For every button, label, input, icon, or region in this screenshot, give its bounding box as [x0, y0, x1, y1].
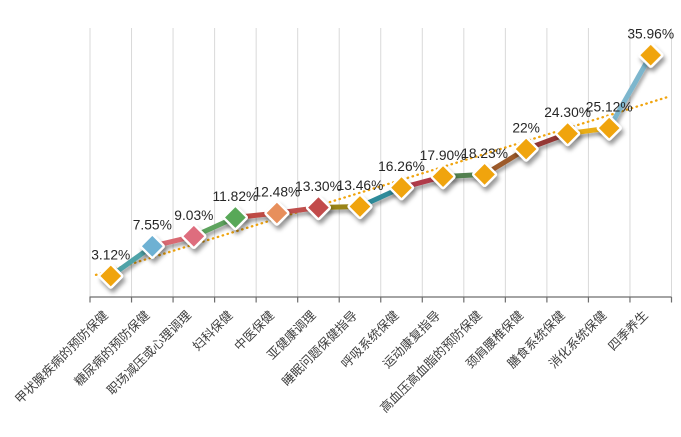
data-label: 3.12%: [91, 248, 130, 263]
data-point-marker: [555, 120, 581, 147]
data-point-marker: [430, 164, 456, 190]
data-point-markers: [98, 42, 664, 289]
category-label: 妇科保健: [190, 308, 236, 354]
data-point-marker: [305, 194, 332, 221]
data-label: 13.30%: [295, 179, 342, 194]
data-label: 12.48%: [254, 185, 301, 200]
data-point-marker: [222, 204, 248, 231]
gridlines: [89, 28, 672, 297]
data-label: 24.30%: [544, 105, 591, 120]
x-axis: [89, 296, 673, 303]
data-point-marker: [347, 193, 373, 220]
data-point-marker: [264, 200, 290, 226]
category-labels: 甲状腺疾病的预防保健糖尿病的预防保健职场减压或心理调理妇科保健中医保健亚健康调理…: [12, 307, 651, 415]
data-label: 16.26%: [378, 159, 425, 174]
data-point-marker: [471, 161, 498, 188]
data-labels: 3.12%7.55%9.03% 11.82%12.48%13.30%13.46% 1…: [91, 27, 674, 263]
data-label: 35.96%: [627, 27, 674, 42]
category-label: 职场减压或心理调理: [105, 308, 195, 398]
data-point-marker: [181, 223, 207, 249]
data-point-marker: [388, 175, 415, 201]
category-label: 睡眠问题保健指导: [279, 308, 360, 389]
category-label: 四季养生: [605, 308, 651, 354]
data-label: 13.46%: [337, 178, 384, 193]
data-label: 11.82%: [212, 189, 258, 204]
series-segment: [606, 52, 654, 131]
data-point-marker: [98, 263, 124, 289]
data-point-marker: [513, 136, 539, 162]
data-label: 25.12%: [586, 100, 633, 115]
data-label: 22%: [512, 121, 540, 136]
data-label: 9.03%: [174, 208, 213, 223]
data-point-marker: [139, 233, 165, 259]
data-label: 7.55%: [133, 218, 172, 233]
category-label: 糖尿病的预防保健: [71, 307, 153, 389]
data-label: 18.23%: [461, 146, 508, 161]
data-point-marker: [638, 42, 664, 68]
data-point-marker: [596, 115, 622, 141]
data-label: 17.90%: [420, 148, 467, 163]
